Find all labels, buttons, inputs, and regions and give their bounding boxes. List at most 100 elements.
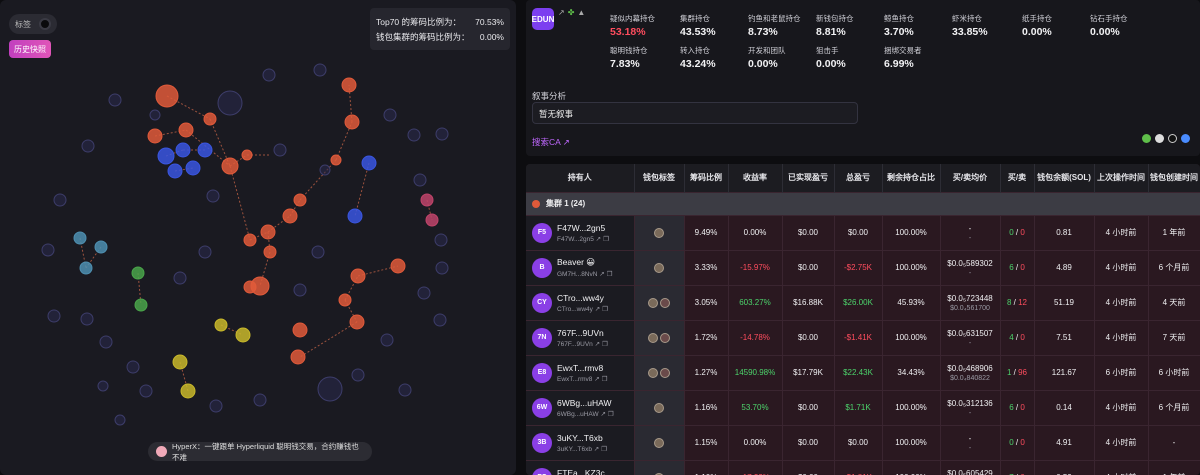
wallet-bubble[interactable] <box>203 112 217 126</box>
wallet-bubble[interactable] <box>114 414 126 426</box>
wallet-tag-icon[interactable] <box>648 332 658 343</box>
wallet-bubble[interactable] <box>243 233 257 247</box>
table-row[interactable]: F5 F47W...2gn5 F47W...2gn5 ↗ ❐ 9.49% 0.00% $0… <box>526 214 1200 250</box>
wallet-bubble[interactable] <box>350 268 366 284</box>
wallet-bubble[interactable] <box>361 155 377 171</box>
wallet-bubble[interactable] <box>167 163 183 179</box>
wallet-bubble[interactable] <box>155 84 179 108</box>
holder-name[interactable]: FTEa...KZ3c <box>557 467 605 475</box>
wallet-bubble[interactable] <box>214 318 228 332</box>
wallet-tag-icon[interactable] <box>660 332 670 343</box>
wallet-bubble[interactable] <box>197 142 213 158</box>
wallet-bubble[interactable] <box>413 173 427 187</box>
wallet-bubble[interactable] <box>221 157 239 175</box>
wallet-bubble[interactable] <box>47 309 61 323</box>
wallet-bubble[interactable] <box>313 63 327 77</box>
wallet-tag-icon[interactable] <box>660 297 670 308</box>
holder-name[interactable]: CTro...ww4y <box>557 292 604 303</box>
wallet-bubble[interactable] <box>330 154 342 166</box>
holder-cell[interactable]: E8 EwxT...rmv8 EwxT...rmv8 ↗ ❐ <box>526 354 635 390</box>
wallet-tag-icon[interactable] <box>654 402 664 413</box>
link-icon[interactable]: ↗ <box>600 410 606 418</box>
wallet-bubble[interactable] <box>250 276 270 296</box>
wallet-bubble[interactable] <box>390 258 406 274</box>
wallet-bubble[interactable] <box>263 245 277 259</box>
copy-icon[interactable]: ❐ <box>606 271 613 278</box>
cluster-row[interactable]: 集群 1 (24) <box>526 191 1200 215</box>
holder-name[interactable]: 6WBg...uHAW <box>557 397 612 408</box>
wallet-bubble[interactable] <box>435 127 449 141</box>
column-header[interactable]: 收益率 <box>728 164 783 192</box>
column-header[interactable]: 持有人 <box>526 164 635 192</box>
wallet-bubble[interactable] <box>317 376 343 402</box>
table-row[interactable]: 6W 6WBg...uHAW 6WBg...uHAW ↗ ❐ 1.16% 53.70% $… <box>526 389 1200 425</box>
table-row[interactable]: 7N 767F...9UVn 767F...9UVn ↗ ❐ 1.72% -14.78%… <box>526 319 1200 355</box>
wallet-bubble[interactable] <box>178 122 194 138</box>
link-icon[interactable]: ↗ <box>599 271 605 278</box>
table-row[interactable]: B Beaver 😀 GM7H...8NvN ↗ ❐ 3.33% -15.97% $0.0… <box>526 249 1200 285</box>
copy-icon[interactable]: ❐ <box>601 375 608 383</box>
wallet-bubble[interactable] <box>435 261 449 275</box>
search-ca-link[interactable]: 搜索CA ↗ <box>532 136 570 148</box>
column-header[interactable]: 上次操作时间 <box>1094 164 1149 192</box>
wallet-bubble[interactable] <box>383 108 397 122</box>
holder-name[interactable]: Beaver 😀 <box>557 257 596 267</box>
wallet-bubble[interactable] <box>53 193 67 207</box>
wallet-bubble[interactable] <box>173 271 187 285</box>
wallet-bubble[interactable] <box>420 193 434 207</box>
wallet-bubble[interactable] <box>433 313 447 327</box>
copy-icon[interactable]: ❐ <box>607 410 614 418</box>
hyperx-notice[interactable]: HyperX：一键跟单 Hyperliquid 聪明钱交易，合约赚钱也不难 <box>148 442 372 462</box>
wallet-tag-icon[interactable] <box>648 367 658 378</box>
wallet-bubble[interactable] <box>209 399 223 413</box>
bubble-map[interactable] <box>0 0 516 475</box>
column-header[interactable]: 钱包余额(SOL) <box>1034 164 1095 192</box>
wallet-bubble[interactable] <box>41 243 55 257</box>
link-icon[interactable]: ↗ <box>594 375 600 383</box>
label-toggle[interactable]: 标签 <box>9 14 57 34</box>
holder-cell[interactable]: B Beaver 😀 GM7H...8NvN ↗ ❐ <box>526 249 635 285</box>
cluster-cell[interactable]: 集群 1 (24) <box>526 191 1200 215</box>
wallet-bubble[interactable] <box>282 208 298 224</box>
holder-cell[interactable]: CY CTro...ww4y CTro...ww4y ↗ ❐ <box>526 284 635 320</box>
column-header[interactable]: 总盈亏 <box>834 164 883 192</box>
wallet-bubble[interactable] <box>185 160 201 176</box>
table-row[interactable]: CY CTro...ww4y CTro...ww4y ↗ ❐ 3.05% 603.27%… <box>526 284 1200 320</box>
wallet-tag-icon[interactable] <box>648 297 658 308</box>
wallet-bubble[interactable] <box>292 322 308 338</box>
link-icon[interactable]: ↗ <box>594 340 601 348</box>
copy-icon[interactable]: ❐ <box>601 340 608 348</box>
wallet-bubble[interactable] <box>341 77 357 93</box>
column-header[interactable]: 买/卖 <box>1000 164 1035 192</box>
copy-icon[interactable]: ❐ <box>601 305 608 313</box>
history-snapshot-button[interactable]: 历史快照 <box>9 40 51 58</box>
wallet-bubble[interactable] <box>344 114 360 130</box>
wallet-bubble[interactable] <box>198 245 212 259</box>
link-icon[interactable]: ↗ <box>594 305 601 313</box>
column-header[interactable]: 钱包创建时间 <box>1148 164 1200 192</box>
wallet-bubble[interactable] <box>81 139 95 153</box>
column-header[interactable]: 已实现盈亏 <box>782 164 835 192</box>
globe-icon[interactable] <box>1181 134 1190 143</box>
wallet-bubble[interactable] <box>349 314 365 330</box>
wallet-bubble[interactable] <box>417 286 431 300</box>
link-icon[interactable]: ↗ <box>593 445 600 453</box>
wallet-bubble[interactable] <box>253 393 267 407</box>
wallet-bubble[interactable] <box>108 93 122 107</box>
wallet-bubble[interactable] <box>134 298 148 312</box>
user-icon[interactable]: ▲ <box>577 8 586 17</box>
wallet-bubble[interactable] <box>131 266 145 280</box>
wallet-bubble[interactable] <box>73 231 87 245</box>
column-header[interactable]: 买/卖均价 <box>940 164 1001 192</box>
wallet-bubble[interactable] <box>139 384 153 398</box>
holder-cell[interactable]: F5 F47W...2gn5 F47W...2gn5 ↗ ❐ <box>526 214 635 250</box>
plant-icon[interactable] <box>1142 134 1151 143</box>
column-header[interactable]: 剩余持仓占比 <box>882 164 941 192</box>
wallet-bubble[interactable] <box>157 147 175 165</box>
user-icon[interactable] <box>1155 134 1164 143</box>
wallet-bubble[interactable] <box>241 149 253 161</box>
wallet-tag-icon[interactable] <box>654 227 664 238</box>
wallet-bubble[interactable] <box>235 327 251 343</box>
toggle-knob[interactable] <box>39 18 51 30</box>
wallet-bubble[interactable] <box>273 143 287 157</box>
